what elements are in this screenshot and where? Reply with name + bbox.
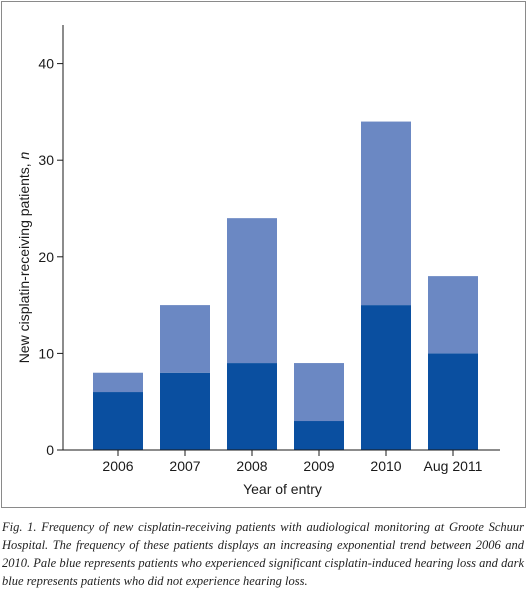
y-tick-label: 0 [46,442,54,458]
bar-segment-pale [428,276,478,354]
bar-segment-dark [227,363,277,450]
bar-segment-dark [294,421,344,450]
bar-segment-pale [361,121,411,306]
x-tick-label: Aug 2011 [424,458,483,474]
y-tick-label: 10 [38,345,54,361]
y-axis-label-main: New cisplatin-receiving patients, [16,159,32,363]
bars-group [93,121,478,450]
bar-segment-pale [160,305,210,373]
figure-caption: Fig. 1. Frequency of new cisplatin-recei… [2,520,524,588]
x-tick-label: 2008 [236,458,267,474]
y-tick-label: 40 [38,56,54,72]
stacked-bar-chart: 0 10 20 30 40 2006 2007 2008 2009 2010 Aug 2011 Y… [16,24,500,497]
bar-segment-pale [93,372,143,393]
bar-segment-dark [428,353,478,450]
bar-segment-pale [294,363,344,422]
y-ticks-group: 0 10 20 30 40 [38,56,63,458]
bar-segment-dark [93,392,143,450]
x-tick-label: 2007 [169,458,200,474]
x-tick-label: 2010 [370,458,401,474]
x-tick-label: 2006 [102,458,133,474]
x-ticks-group: 2006 2007 2008 2009 2010 Aug 2011 [102,450,483,474]
y-tick-label: 20 [38,249,54,265]
y-tick-label: 30 [38,152,54,168]
x-axis-label: Year of entry [243,481,322,497]
figure-frame [1,1,526,508]
x-tick-label: 2009 [303,458,334,474]
y-axis-label-variable: n [16,151,32,159]
bar-segment-dark [160,372,210,450]
y-axis-label: New cisplatin-receiving patients, n [16,151,32,363]
bar-segment-dark [361,305,411,450]
bar-segment-pale [227,218,277,364]
